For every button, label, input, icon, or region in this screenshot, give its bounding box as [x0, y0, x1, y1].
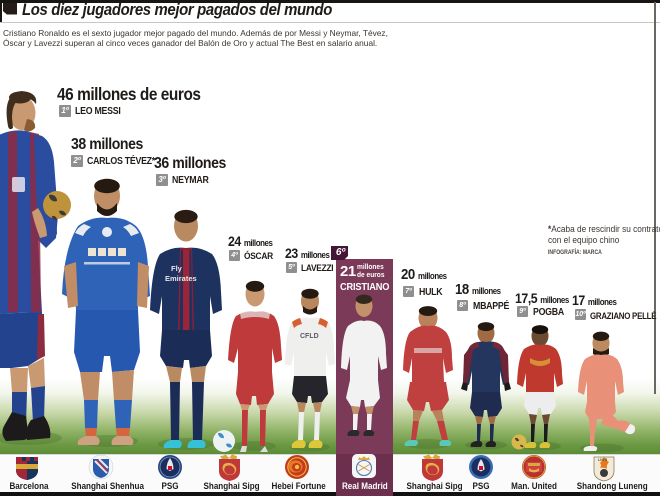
svg-text:LNTB: LNTB	[598, 458, 608, 462]
svg-text:Fly: Fly	[171, 264, 183, 273]
svg-text:CFLD: CFLD	[300, 333, 319, 340]
svg-text:Emirates: Emirates	[165, 274, 197, 283]
